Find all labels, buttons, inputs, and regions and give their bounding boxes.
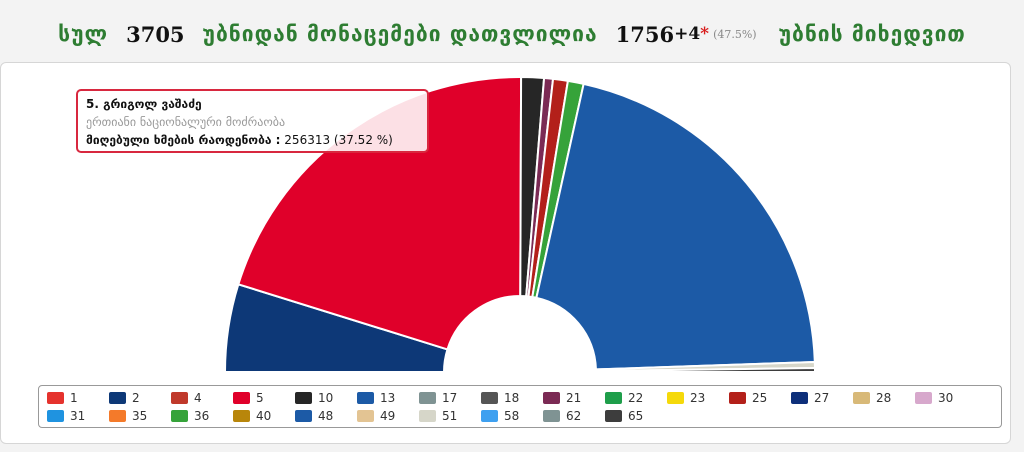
- legend-item-65[interactable]: 65: [605, 407, 667, 425]
- total-label: სულ: [58, 22, 109, 46]
- legend-label: 49: [380, 409, 396, 423]
- legend-item-25[interactable]: 25: [729, 389, 791, 407]
- legend-label: 2: [132, 391, 140, 405]
- legend-swatch: [171, 392, 188, 404]
- candidate-tooltip: 5. გრიგოლ ვაშაძე ერთიანი ნაციონალური მოძ…: [76, 89, 429, 153]
- legend-item-10[interactable]: 10: [295, 389, 357, 407]
- legend-label: 10: [318, 391, 334, 405]
- counted-percent: (47.5%): [713, 27, 757, 41]
- legend-swatch: [419, 410, 436, 422]
- slice-13[interactable]: [535, 82, 816, 371]
- legend-item-4[interactable]: 4: [171, 389, 233, 407]
- legend-swatch: [791, 392, 808, 404]
- legend-label: 36: [194, 409, 210, 423]
- legend-label: 58: [504, 409, 520, 423]
- legend-label: 22: [628, 391, 644, 405]
- legend-swatch: [357, 410, 374, 422]
- legend-label: 27: [814, 391, 830, 405]
- legend-swatch: [47, 392, 64, 404]
- legend-item-5[interactable]: 5: [233, 389, 295, 407]
- legend-item-2[interactable]: 2: [109, 389, 171, 407]
- counted-label: უბნიდან მონაცემები დათვლილია: [202, 22, 598, 46]
- legend-swatch: [481, 410, 498, 422]
- legend-label: 25: [752, 391, 768, 405]
- legend-item-51[interactable]: 51: [419, 407, 481, 425]
- legend-swatch: [729, 392, 746, 404]
- legend-swatch: [295, 392, 312, 404]
- legend-swatch: [171, 410, 188, 422]
- legend-swatch: [543, 392, 560, 404]
- legend-swatch: [47, 410, 64, 422]
- legend-swatch: [667, 392, 684, 404]
- legend-label: 35: [132, 409, 148, 423]
- legend-swatch: [481, 392, 498, 404]
- legend-label: 18: [504, 391, 520, 405]
- legend-label: 1: [70, 391, 78, 405]
- legend-item-62[interactable]: 62: [543, 407, 605, 425]
- legend-item-31[interactable]: 31: [47, 407, 109, 425]
- footnote-star: *: [700, 24, 710, 44]
- legend-item-22[interactable]: 22: [605, 389, 667, 407]
- legend-swatch: [605, 392, 622, 404]
- by-precinct-label: უბნის მიხედვით: [778, 22, 966, 46]
- legend-swatch: [109, 392, 126, 404]
- counted-precincts: 1756: [615, 21, 675, 47]
- legend-item-17[interactable]: 17: [419, 389, 481, 407]
- legend-swatch: [357, 392, 374, 404]
- legend-item-36[interactable]: 36: [171, 407, 233, 425]
- legend-item-18[interactable]: 18: [481, 389, 543, 407]
- total-precincts: 3705: [126, 21, 185, 47]
- legend-swatch: [233, 410, 250, 422]
- legend-item-30[interactable]: 30: [915, 389, 977, 407]
- legend-label: 23: [690, 391, 706, 405]
- legend-label: 31: [70, 409, 86, 423]
- chart-legend: 1 2 4 5 10 13 17 18 21 22 23 25 27 28 30 31 35 36 40 48 49 51…: [38, 385, 1002, 428]
- legend-item-49[interactable]: 49: [357, 407, 419, 425]
- legend-label: 30: [938, 391, 954, 405]
- legend-swatch: [109, 410, 126, 422]
- tooltip-votes-label: მიღებული ხმების რაოდენობა :: [86, 133, 281, 147]
- legend-label: 5: [256, 391, 264, 405]
- legend-label: 65: [628, 409, 644, 423]
- legend-swatch: [543, 410, 560, 422]
- legend-item-40[interactable]: 40: [233, 407, 295, 425]
- legend-label: 28: [876, 391, 892, 405]
- legend-item-27[interactable]: 27: [791, 389, 853, 407]
- tooltip-votes: მიღებული ხმების რაოდენობა : 256313 (37.5…: [86, 131, 419, 149]
- tooltip-party-name: ერთიანი ნაციონალური მოძრაობა: [86, 115, 286, 129]
- slice-65[interactable]: [594, 366, 817, 373]
- legend-swatch: [605, 410, 622, 422]
- legend-swatch: [233, 392, 250, 404]
- tooltip-candidate-name: 5. გრიგოლ ვაშაძე: [86, 97, 202, 111]
- legend-label: 21: [566, 391, 582, 405]
- legend-item-28[interactable]: 28: [853, 389, 915, 407]
- legend-item-58[interactable]: 58: [481, 407, 543, 425]
- results-header: სულ 3705 უბნიდან მონაცემები დათვლილია 17…: [0, 14, 1024, 54]
- counted-extra: +4: [674, 24, 701, 44]
- legend-swatch: [915, 392, 932, 404]
- legend-label: 13: [380, 391, 396, 405]
- legend-item-13[interactable]: 13: [357, 389, 419, 407]
- tooltip-votes-value: 256313 (37.52 %): [284, 133, 393, 147]
- legend-label: 51: [442, 409, 458, 423]
- legend-label: 62: [566, 409, 582, 423]
- slice-5[interactable]: [237, 76, 523, 351]
- legend-swatch: [295, 410, 312, 422]
- legend-item-35[interactable]: 35: [109, 407, 171, 425]
- legend-label: 4: [194, 391, 202, 405]
- legend-swatch: [419, 392, 436, 404]
- legend-item-21[interactable]: 21: [543, 389, 605, 407]
- legend-label: 17: [442, 391, 458, 405]
- legend-item-1[interactable]: 1: [47, 389, 109, 407]
- legend-item-23[interactable]: 23: [667, 389, 729, 407]
- legend-label: 40: [256, 409, 272, 423]
- legend-swatch: [853, 392, 870, 404]
- legend-item-48[interactable]: 48: [295, 407, 357, 425]
- legend-label: 48: [318, 409, 334, 423]
